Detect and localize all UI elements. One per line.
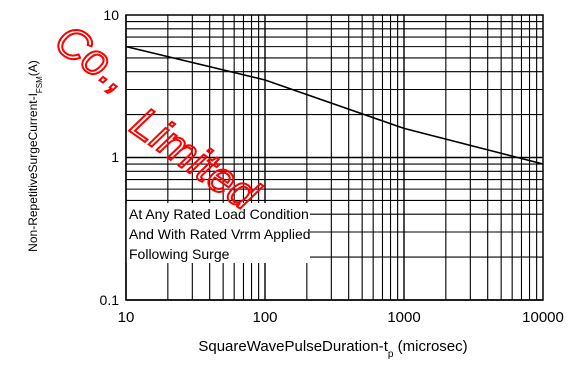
y-axis-label-main: Non-RepetitiveSurgeCurrent-I [26,93,40,252]
y-axis-label: Non-RepetitiveSurgeCurrent-IFSM(A) [26,60,44,252]
y-tick-label-0.1: 0.1 [100,292,120,308]
watermark-text-bottom: Limited [122,98,268,220]
x-tick-label-100: 100 [252,309,277,326]
x-tick-labels: 10 100 1000 10000 [118,309,564,326]
series-line-0 [125,45,544,165]
annotation-line-3: Following Surge [129,246,230,262]
plot-frame [125,14,544,301]
x-tick-label-1000: 1000 [387,309,420,326]
grid-layer [125,15,543,301]
x-axis-label-sub: p [388,349,394,360]
x-tick-label-10000: 10000 [522,309,564,326]
series-layer [125,45,544,165]
annotation-background [126,203,310,263]
x-tick-label-10: 10 [118,309,135,326]
annotation: At Any Rated Load Condition And With Rat… [129,206,311,262]
x-axis-label-main: SquareWavePulseDuration-t [198,338,388,355]
y-tick-label-10: 10 [103,7,119,23]
annotation-line-1: At Any Rated Load Condition [129,206,309,222]
annotation-line-2: And With Rated Vrrm Applied [129,226,311,242]
y-tick-labels: 10 1 0.1 [100,7,120,308]
y-tick-label-1: 1 [111,149,119,165]
x-axis-label: SquareWavePulseDuration-tp (microsec) [198,338,467,360]
y-axis-label-sub: FSM [35,76,44,93]
x-axis-label-tail: (microsec) [393,338,467,355]
y-axis-label-tail: (A) [26,60,40,76]
